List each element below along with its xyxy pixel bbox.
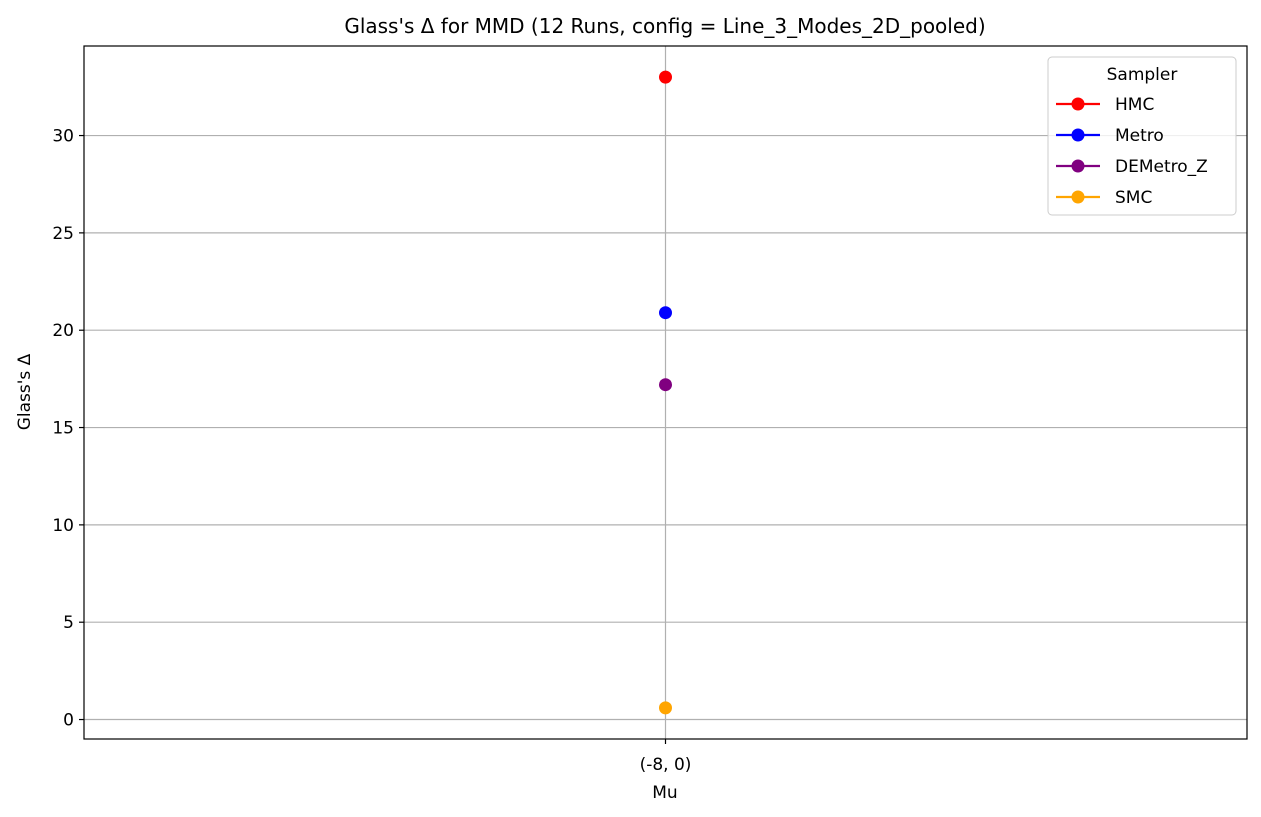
- data-point-demetro-z: [659, 378, 672, 392]
- y-axis-label: Glass's Δ: [15, 353, 35, 430]
- legend-box: [1047, 56, 1237, 216]
- legend-label-demetro-z: DEMetro_Z: [1115, 157, 1208, 177]
- y-tick-label: 15: [52, 419, 74, 439]
- legend-label-metro: Metro: [1115, 126, 1164, 146]
- y-tick-label: 10: [52, 516, 74, 536]
- x-axis: (-8, 0): [640, 739, 692, 775]
- y-tick-label: 20: [52, 321, 74, 341]
- data-point-metro: [659, 306, 672, 320]
- legend-label-smc: SMC: [1115, 188, 1152, 208]
- data-point-smc: [659, 701, 672, 715]
- data-point-hmc: [659, 70, 672, 84]
- y-tick-label: 0: [63, 711, 74, 731]
- y-tick-label: 5: [63, 613, 74, 633]
- legend-swatch-marker-smc: [1071, 190, 1085, 204]
- legend-swatch-marker-demetro-z: [1071, 159, 1085, 173]
- chart-title: Glass's Δ for MMD (12 Runs, config = Lin…: [344, 14, 985, 38]
- legend: Sampler HMC Metro DEMetro_Z SMC: [1047, 56, 1237, 216]
- legend-label-hmc: HMC: [1115, 95, 1154, 115]
- y-axis: 0 5 10 15 20 25 30: [52, 127, 84, 731]
- y-tick-label: 30: [52, 127, 74, 147]
- legend-title: Sampler: [1107, 65, 1178, 85]
- legend-swatch-marker-metro: [1071, 128, 1085, 142]
- x-tick-label: (-8, 0): [640, 755, 692, 775]
- data-points: [659, 70, 672, 715]
- x-axis-label: Mu: [652, 783, 677, 803]
- y-tick-label: 25: [52, 224, 74, 244]
- legend-swatch-marker-hmc: [1071, 97, 1085, 111]
